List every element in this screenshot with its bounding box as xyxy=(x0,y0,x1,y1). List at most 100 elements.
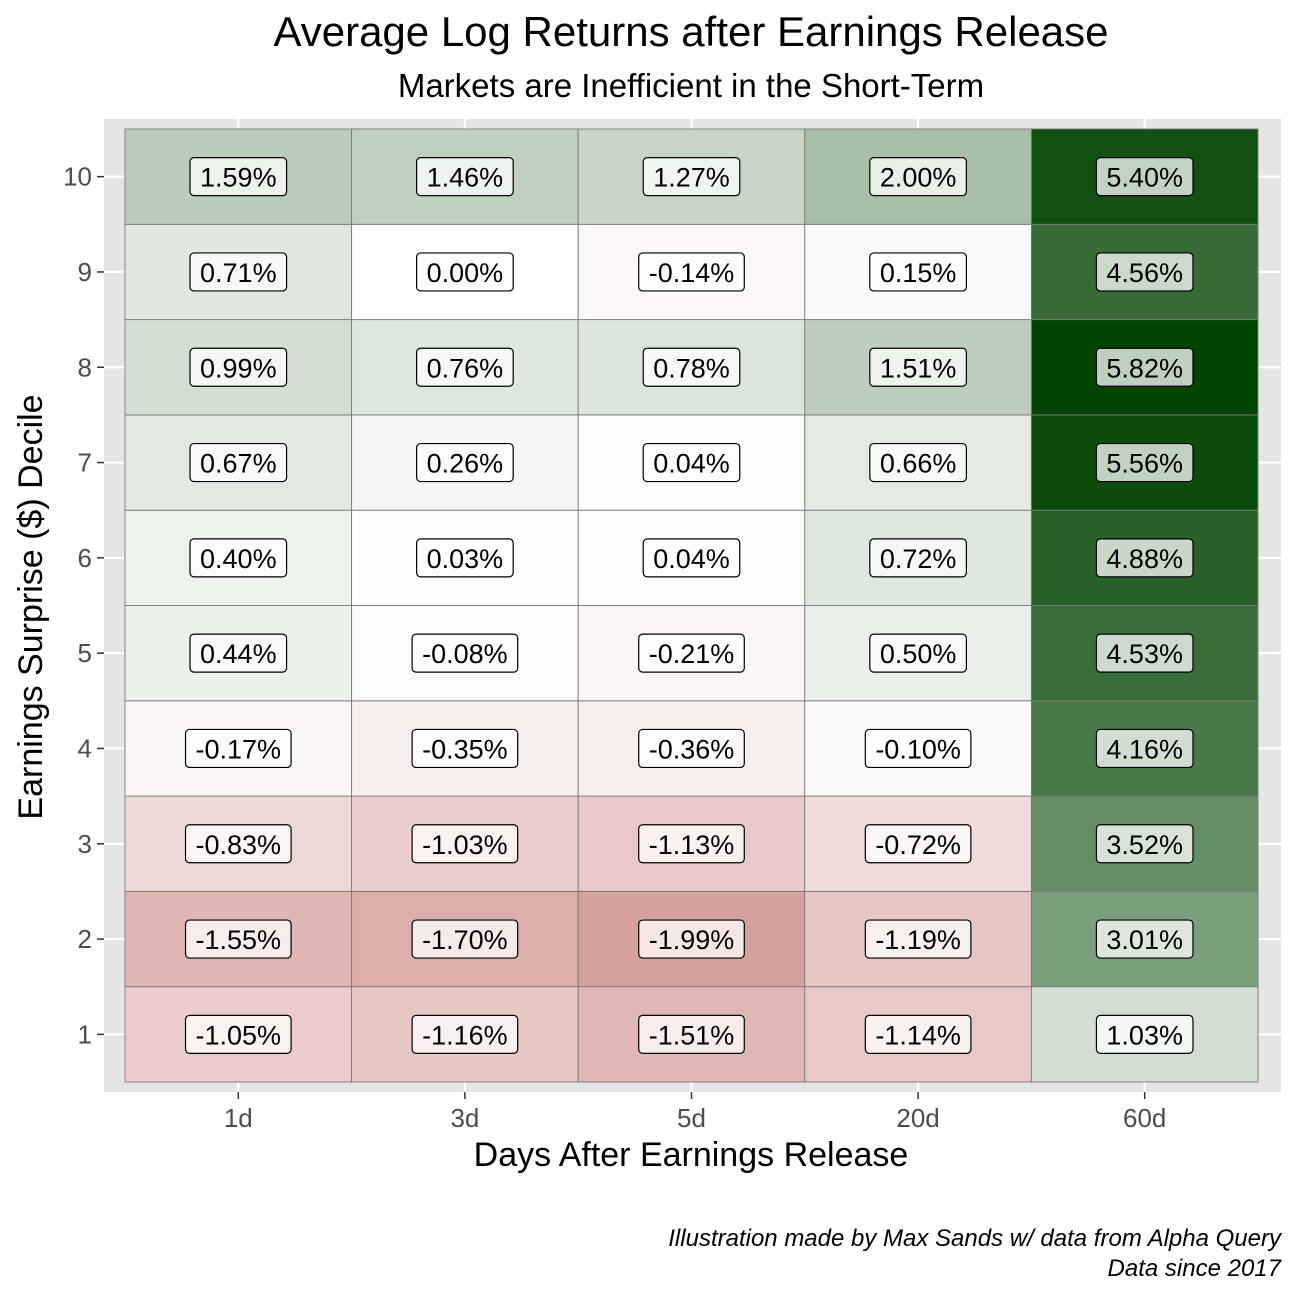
cell-label-text: 0.66% xyxy=(880,449,957,479)
cell-label: 0.40% xyxy=(189,538,288,578)
cell-label-text: 0.67% xyxy=(200,449,277,479)
y-tick-label: 7 xyxy=(78,448,92,478)
cell-label-box xyxy=(1095,442,1194,483)
cell-label-box xyxy=(864,1014,972,1054)
y-tick-label: 1 xyxy=(78,1019,92,1049)
cell-label-text: 1.59% xyxy=(200,163,277,193)
x-tick-label: 1d xyxy=(224,1103,253,1133)
cell-label-text: -0.17% xyxy=(196,734,282,764)
cell-label-text: -1.99% xyxy=(649,925,735,955)
cell-label-box xyxy=(1095,252,1194,292)
y-tick-label: 2 xyxy=(78,924,92,954)
cell-label: 0.78% xyxy=(642,347,741,387)
cell-label: -1.14% xyxy=(864,1014,972,1054)
cell-label: 1.59% xyxy=(189,157,288,197)
cell-label-box xyxy=(869,633,967,673)
cell-label-box xyxy=(638,919,745,959)
cell-label: 2.00% xyxy=(869,157,967,197)
cell-label-text: 0.50% xyxy=(880,639,957,669)
cell-label-text: -1.14% xyxy=(875,1020,961,1050)
y-tick-label: 5 xyxy=(78,638,92,668)
cell-label-text: -0.14% xyxy=(649,258,735,288)
cell-label-box xyxy=(1095,157,1194,197)
cell-label-box xyxy=(189,157,288,197)
cell-label-box xyxy=(869,442,967,483)
cell-label: 0.99% xyxy=(189,347,288,387)
cell-label-text: 1.46% xyxy=(427,163,504,193)
cell-label-box xyxy=(638,633,745,673)
cell-label-box xyxy=(189,442,288,483)
y-axis-title: Earnings Surprise ($) Decile xyxy=(12,394,50,819)
y-tick-label: 8 xyxy=(78,352,92,382)
cell-label-box xyxy=(1095,1014,1194,1054)
cell-label-text: 1.27% xyxy=(653,163,730,193)
cell-label: 1.51% xyxy=(869,347,967,387)
cell-label-text: -0.10% xyxy=(875,734,961,764)
x-axis-title: Days After Earnings Release xyxy=(474,1136,909,1174)
cell-label-box xyxy=(184,919,292,959)
cell-label-box xyxy=(411,1014,519,1054)
cell-label-text: 4.88% xyxy=(1106,544,1183,574)
cell-label-box xyxy=(416,252,514,292)
cell-label: -1.13% xyxy=(638,824,745,864)
cell-label: 1.27% xyxy=(642,157,741,197)
cell-label-text: -1.13% xyxy=(649,830,735,860)
x-axis: 1d 3d 5d 20d 60d xyxy=(224,1092,1166,1133)
y-tick-label: 6 xyxy=(78,543,92,573)
cell-label-text: 3.01% xyxy=(1106,925,1183,955)
cell-label: -0.08% xyxy=(411,633,519,673)
cell-label-box xyxy=(869,347,967,387)
cell-label-box xyxy=(411,633,519,673)
cell-label-text: -1.03% xyxy=(422,830,508,860)
cell-label-box xyxy=(416,347,514,387)
cell-label: 4.16% xyxy=(1095,728,1194,769)
cell-label-text: 5.82% xyxy=(1106,353,1183,383)
cell-label-box xyxy=(1095,728,1194,769)
cell-label-box xyxy=(864,919,972,959)
cell-label: 4.53% xyxy=(1095,633,1194,673)
cell-label-box xyxy=(1095,633,1194,673)
cell-label-text: 0.44% xyxy=(200,639,277,669)
cell-label-text: 5.40% xyxy=(1106,163,1183,193)
cell-label-box xyxy=(411,919,519,959)
cell-label-box xyxy=(869,252,967,292)
cell-label: -1.05% xyxy=(184,1014,292,1054)
cell-label-text: 0.04% xyxy=(653,544,730,574)
cell-label-box xyxy=(642,442,741,483)
cell-label-box xyxy=(642,157,741,197)
cell-label-text: 0.99% xyxy=(200,353,277,383)
x-tick-label: 3d xyxy=(450,1103,479,1133)
cell-label: 1.46% xyxy=(416,157,514,197)
cell-label-text: -0.72% xyxy=(875,830,961,860)
cell-label: 0.76% xyxy=(416,347,514,387)
cell-label: -0.83% xyxy=(184,824,292,864)
cell-label: 4.56% xyxy=(1095,252,1194,292)
cell-label-box xyxy=(411,824,519,864)
cell-label: 0.26% xyxy=(416,442,514,483)
y-tick-label: 3 xyxy=(78,829,92,859)
cell-label-text: 0.76% xyxy=(427,353,504,383)
cell-label-text: -1.16% xyxy=(422,1020,508,1050)
cell-label-text: 1.03% xyxy=(1106,1020,1183,1050)
cell-label-text: -0.36% xyxy=(649,734,735,764)
cell-label-text: 0.15% xyxy=(880,258,957,288)
cell-label: -0.72% xyxy=(864,824,972,864)
cell-label: 3.52% xyxy=(1095,824,1194,864)
cell-label: 5.82% xyxy=(1095,347,1194,387)
cell-label-text: 0.00% xyxy=(427,258,504,288)
cell-label-box xyxy=(638,252,745,292)
chart-title: Average Log Returns after Earnings Relea… xyxy=(273,8,1108,55)
x-tick-label: 5d xyxy=(677,1103,706,1133)
cell-label-text: 4.53% xyxy=(1106,639,1183,669)
cell-label-text: 0.72% xyxy=(880,544,957,574)
cell-label-box xyxy=(642,538,741,578)
cell-label: -1.16% xyxy=(411,1014,519,1054)
cell-label-box xyxy=(184,824,292,864)
cell-label-text: 1.51% xyxy=(880,353,957,383)
cell-label: 4.88% xyxy=(1095,538,1194,578)
cell-label: 5.40% xyxy=(1095,157,1194,197)
cell-label-box xyxy=(869,538,967,578)
cell-label: 0.66% xyxy=(869,442,967,483)
cell-label: 0.67% xyxy=(189,442,288,483)
cell-label-box xyxy=(638,824,745,864)
